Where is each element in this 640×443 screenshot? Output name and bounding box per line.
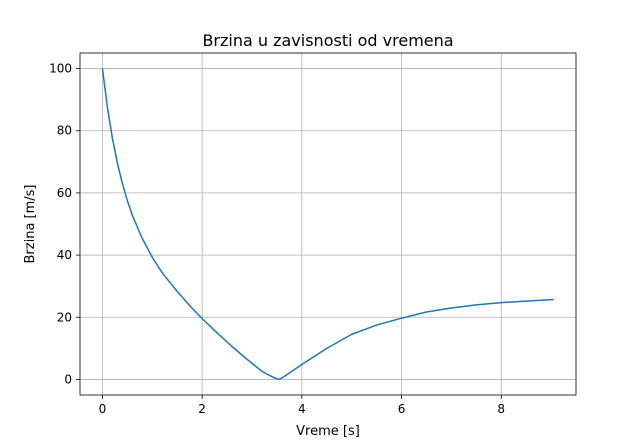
x-tick-label: 2 (198, 402, 206, 416)
x-tick-label: 6 (398, 402, 406, 416)
plot-frame (79, 52, 577, 396)
axes-layer (79, 52, 577, 396)
series-layer (101, 68, 554, 381)
y-tick-label: 0 (64, 372, 72, 386)
y-tick-label: 40 (57, 248, 72, 262)
y-tick-label: 20 (57, 310, 72, 324)
y-tick-label: 60 (57, 186, 72, 200)
chart-title: Brzina u zavisnosti od vremena (202, 31, 453, 50)
x-tick-label: 0 (99, 402, 107, 416)
y-tick-label: 80 (57, 124, 72, 138)
x-tick-label: 4 (298, 402, 306, 416)
y-tick-label: 100 (49, 62, 72, 76)
x-tick-label: 8 (497, 402, 505, 416)
y-axis-label: Brzina [m/s] (23, 185, 38, 264)
grid-layer (80, 53, 576, 395)
series-line (101, 68, 554, 381)
x-axis-label: Vreme [s] (296, 424, 360, 439)
